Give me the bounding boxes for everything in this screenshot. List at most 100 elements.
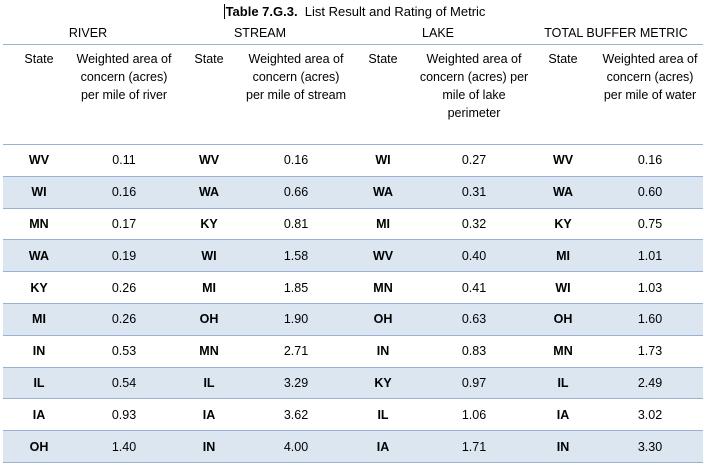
group-header-lake: LAKE [347,22,530,45]
state-cell: MN [3,208,75,241]
value-cell: 0.26 [75,271,174,304]
value-cell: 3.62 [245,398,348,432]
state-cell: IA [3,398,75,432]
state-cell: IN [3,335,75,368]
table-caption: Table 7.G.3. List Result and Rating of M… [0,4,709,20]
state-cell: MN [173,335,246,368]
value-cell: 2.71 [245,335,348,368]
value-cell: 1.01 [597,239,704,273]
column-header-metric: Weighted area of concern (acres) per mil… [75,44,174,145]
table-row: IL 0.54 IL 3.29 KY 0.97 IL 2.49 [3,367,704,400]
column-header-state: State [173,44,246,145]
state-cell: IA [347,430,420,463]
state-cell: MN [529,335,598,368]
value-cell: 0.11 [75,144,174,177]
value-cell: 3.30 [597,430,704,463]
value-cell: 0.41 [419,271,530,304]
caption-number: Table 7.G.3. [225,4,298,19]
text-cursor [223,4,225,19]
state-cell: IN [173,430,246,463]
column-header-metric: Weighted area of concern (acres) per mil… [245,44,348,145]
table-row: IA 0.93 IA 3.62 IL 1.06 IA 3.02 [3,398,704,432]
value-cell: 1.60 [597,303,704,336]
table-row: WV 0.11 WV 0.16 WI 0.27 WV 0.16 [3,144,704,177]
value-cell: 1.06 [419,398,530,432]
value-cell: 0.63 [419,303,530,336]
value-cell: 0.16 [75,176,174,209]
value-cell: 0.53 [75,335,174,368]
value-cell: 0.19 [75,239,174,273]
value-cell: 0.81 [245,208,348,241]
state-cell: MN [347,271,420,304]
table-row: KY 0.26 MI 1.85 MN 0.41 WI 1.03 [3,271,704,304]
state-cell: OH [173,303,246,336]
column-header-metric: Weighted area of concern (acres) per mil… [597,44,704,145]
value-cell: 0.17 [75,208,174,241]
value-cell: 1.40 [75,430,174,463]
state-cell: WA [529,176,598,209]
value-cell: 0.31 [419,176,530,209]
value-cell: 1.85 [245,271,348,304]
state-cell: MI [3,303,75,336]
state-cell: OH [529,303,598,336]
column-header-row: State Weighted area of concern (acres) p… [3,44,704,145]
value-cell: 0.97 [419,367,530,400]
value-cell: 3.02 [597,398,704,432]
value-cell: 0.93 [75,398,174,432]
value-cell: 1.73 [597,335,704,368]
state-cell: IN [347,335,420,368]
state-cell: KY [173,208,246,241]
column-header-state: State [529,44,598,145]
state-cell: KY [347,367,420,400]
value-cell: 0.16 [245,144,348,177]
table-row: IN 0.53 MN 2.71 IN 0.83 MN 1.73 [3,335,704,368]
state-cell: WA [347,176,420,209]
value-cell: 0.83 [419,335,530,368]
table-row: WI 0.16 WA 0.66 WA 0.31 WA 0.60 [3,176,704,209]
table-row: WA 0.19 WI 1.58 WV 0.40 MI 1.01 [3,239,704,273]
table-row: OH 1.40 IN 4.00 IA 1.71 IN 3.30 [3,430,704,463]
state-cell: WI [173,239,246,273]
state-cell: WV [173,144,246,177]
state-cell: MI [529,239,598,273]
value-cell: 3.29 [245,367,348,400]
state-cell: WV [347,239,420,273]
caption-text: List Result and Rating of Metric [297,4,486,19]
column-header-state: State [3,44,75,145]
value-cell: 1.03 [597,271,704,304]
state-cell: WI [347,144,420,177]
state-cell: WI [3,176,75,209]
group-header-stream: STREAM [173,22,348,45]
state-cell: IL [3,367,75,400]
value-cell: 0.54 [75,367,174,400]
value-cell: 1.58 [245,239,348,273]
group-header-river: RIVER [3,22,174,45]
value-cell: 1.90 [245,303,348,336]
state-cell: IA [529,398,598,432]
state-cell: WV [3,144,75,177]
value-cell: 1.71 [419,430,530,463]
state-cell: IL [173,367,246,400]
state-cell: WA [173,176,246,209]
state-cell: IL [347,398,420,432]
state-cell: WV [529,144,598,177]
column-header-metric: Weighted area of concern (acres) per mil… [419,44,530,145]
group-header-total: TOTAL BUFFER METRIC [529,22,704,45]
value-cell: 0.27 [419,144,530,177]
state-cell: KY [529,208,598,241]
state-cell: MI [173,271,246,304]
metric-table: RIVER STREAM LAKE TOTAL BUFFER METRIC St… [3,22,704,463]
state-cell: KY [3,271,75,304]
group-header-row: RIVER STREAM LAKE TOTAL BUFFER METRIC [3,22,704,45]
state-cell: WA [3,239,75,273]
value-cell: 2.49 [597,367,704,400]
state-cell: MI [347,208,420,241]
value-cell: 0.16 [597,144,704,177]
value-cell: 0.60 [597,176,704,209]
value-cell: 4.00 [245,430,348,463]
state-cell: IA [173,398,246,432]
state-cell: IL [529,367,598,400]
state-cell: OH [3,430,75,463]
value-cell: 0.40 [419,239,530,273]
table-row: MN 0.17 KY 0.81 MI 0.32 KY 0.75 [3,208,704,241]
